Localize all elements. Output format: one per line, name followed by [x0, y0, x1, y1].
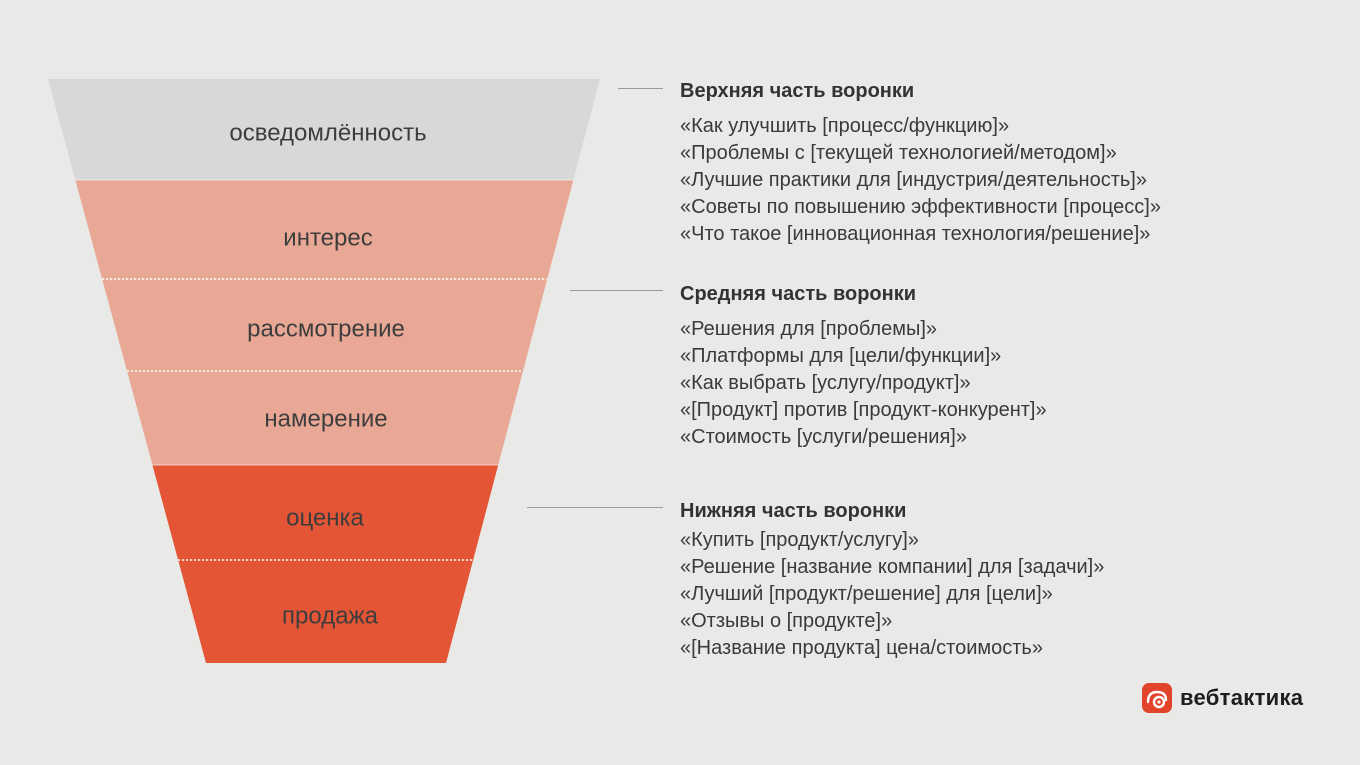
query-item: «Лучшие практики для [индустрия/деятельн…: [680, 169, 1147, 191]
group-title-middle: Средняя часть воронки: [680, 283, 917, 305]
group-items-bottom: «Купить [продукт/услугу]» «Решение [назв…: [680, 527, 1104, 662]
brand-logo: вебтактика: [1142, 683, 1303, 713]
query-item: «Отзывы о [продукте]»: [680, 610, 893, 632]
stage-label-purchase: продажа: [282, 603, 379, 630]
group-items-middle: «Решения для [проблемы]» «Платформы для …: [680, 316, 1047, 451]
stage-label-awareness: осведомлённость: [229, 120, 426, 147]
funnel-stage-intent: [127, 371, 523, 465]
group-title-bottom: Нижняя часть воронки: [680, 500, 907, 522]
funnel-stage-awareness: [48, 79, 600, 180]
webtaktika-logo-icon: [1142, 683, 1172, 713]
query-item: «Проблемы с [текущей технологией/методом…: [680, 142, 1117, 164]
stage-label-intent: намерение: [264, 406, 387, 433]
stage-label-interest: интерес: [283, 225, 372, 252]
funnel-stage-evaluation: [152, 465, 499, 560]
query-item: «[Название продукта] цена/стоимость»: [680, 637, 1043, 659]
funnel-diagram: осведомлённость интерес рассмотрение нам…: [48, 79, 600, 663]
query-item: «Как выбрать [услугу/продукт]»: [680, 372, 971, 394]
query-item: «Советы по повышению эффективности [проц…: [680, 196, 1161, 218]
query-item: «Стоимость [услуги/решения]»: [680, 426, 967, 448]
connector-line-top: [618, 88, 663, 89]
funnel-stage-purchase: [178, 560, 474, 663]
query-item: «Платформы для [цели/функции]»: [680, 345, 1002, 367]
group-middle-funnel: Средняя часть воронки «Решения для [проб…: [680, 282, 1047, 451]
query-item: «Лучший [продукт/решение] для [цели]»: [680, 583, 1053, 605]
group-items-top: «Как улучшить [процесс/функцию]» «Пробле…: [680, 113, 1161, 248]
query-item: «Купить [продукт/услугу]»: [680, 529, 919, 551]
group-top-funnel: Верхняя часть воронки «Как улучшить [про…: [680, 79, 1161, 248]
query-item: «Решения для [проблемы]»: [680, 318, 937, 340]
funnel-stage-interest: [75, 180, 574, 279]
stage-label-evaluation: оценка: [286, 505, 364, 532]
connector-line-bottom: [527, 507, 663, 508]
query-item: «Что такое [инновационная технология/реш…: [680, 223, 1151, 245]
query-item: «[Продукт] против [продукт-конкурент]»: [680, 399, 1047, 421]
query-item: «Как улучшить [процесс/функцию]»: [680, 115, 1010, 137]
stage-label-consideration: рассмотрение: [247, 316, 405, 343]
funnel-stage-consideration: [102, 279, 548, 371]
group-bottom-funnel: Нижняя часть воронки «Купить [продукт/ус…: [680, 499, 1104, 662]
query-item: «Решение [название компании] для [задачи…: [680, 556, 1105, 578]
connector-line-middle: [570, 290, 663, 291]
brand-name: вебтактика: [1180, 685, 1304, 710]
group-title-top: Верхняя часть воронки: [680, 80, 915, 102]
